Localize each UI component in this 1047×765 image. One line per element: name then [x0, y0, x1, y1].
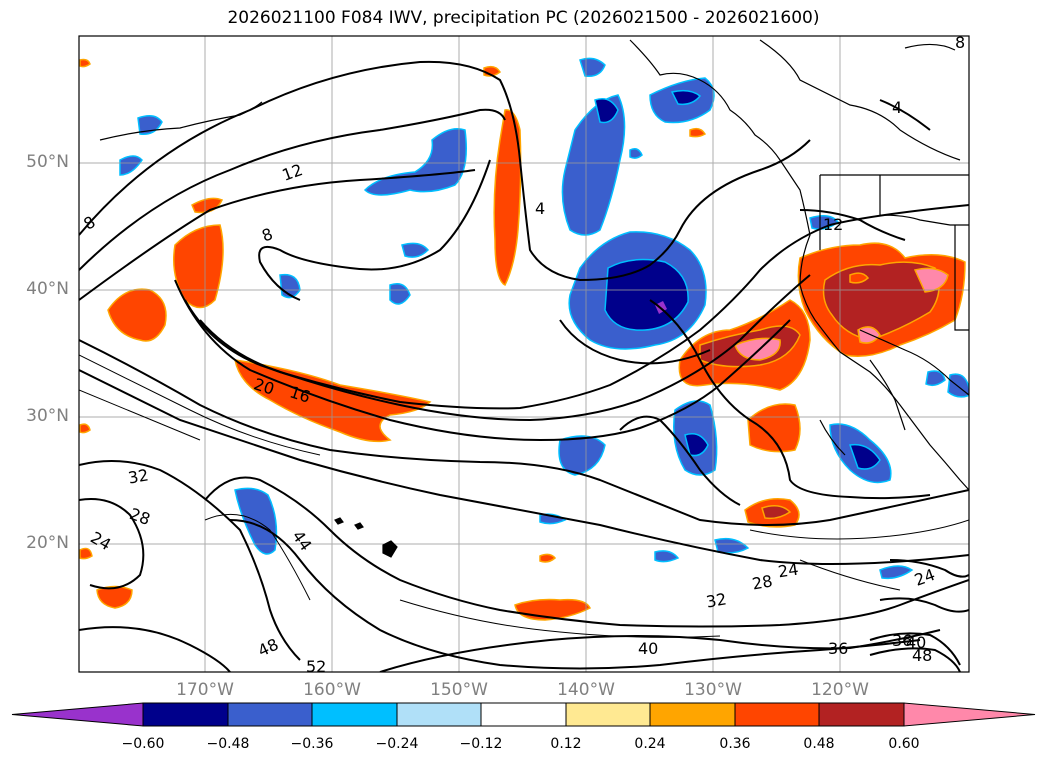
colorbar-extend-high	[903, 702, 1036, 727]
map-frame	[78, 35, 970, 673]
colorbar-bin	[396, 702, 482, 727]
lat-label: 30°N	[26, 406, 69, 426]
contour-label: 28	[751, 571, 774, 593]
lon-label: 120°W	[811, 680, 869, 700]
map-plot-area	[79, 36, 969, 672]
lon-label: 170°W	[176, 680, 234, 700]
colorbar-tick: 0.24	[634, 736, 666, 752]
iwv-contours-thin	[79, 354, 969, 638]
colorbar	[11, 702, 1036, 727]
colorbar-bin	[311, 702, 398, 727]
contour-label: 52	[306, 657, 326, 676]
lat-label: 20°N	[26, 533, 69, 553]
colorbar-bin	[649, 702, 736, 727]
contour-label: 32	[127, 465, 150, 487]
iwv-contours	[79, 60, 969, 672]
contour-label: 36	[828, 639, 848, 658]
contour-label: 40	[638, 639, 658, 658]
map-title: 2026021100 F084 IWV, precipitation PC (2…	[227, 8, 820, 28]
contour-label: 32	[705, 589, 728, 611]
colorbar-bin	[142, 702, 229, 727]
contour-label: 40	[906, 633, 926, 652]
lon-label: 130°W	[684, 680, 742, 700]
colorbar-tick: −0.12	[459, 736, 503, 752]
contour-label: 36	[892, 631, 912, 650]
contour-label: 12	[823, 215, 843, 234]
lat-label: 50°N	[26, 152, 69, 172]
colorbar-tick: −0.36	[290, 736, 334, 752]
contour-label: 4	[535, 199, 545, 218]
contour-label: 4	[892, 98, 902, 117]
lat-label: 40°N	[26, 279, 69, 299]
colorbar-tick: −0.24	[375, 736, 419, 752]
colorbar-bin	[818, 702, 905, 727]
colorbar-tick: 0.12	[550, 736, 582, 752]
colorbar-extend-low	[11, 702, 144, 727]
contour-label: 24	[777, 560, 800, 582]
lon-label: 150°W	[430, 680, 488, 700]
colorbar-tick: 0.48	[803, 736, 835, 752]
colorbar-tick: −0.48	[206, 736, 250, 752]
contour-label: 8	[955, 33, 965, 52]
lon-label: 140°W	[557, 680, 615, 700]
colorbar-bin	[227, 702, 313, 727]
colorbar-tick: −0.60	[121, 736, 165, 752]
lon-label: 160°W	[303, 680, 361, 700]
colorbar-tick: 0.60	[888, 736, 920, 752]
contour-label: 48	[912, 646, 932, 665]
coastlines	[99, 39, 969, 558]
colorbar-bin	[480, 702, 567, 727]
colorbar-bin	[734, 702, 820, 727]
graticule	[79, 36, 969, 672]
colorbar-bin	[565, 702, 651, 727]
colorbar-tick: 0.36	[719, 736, 751, 752]
